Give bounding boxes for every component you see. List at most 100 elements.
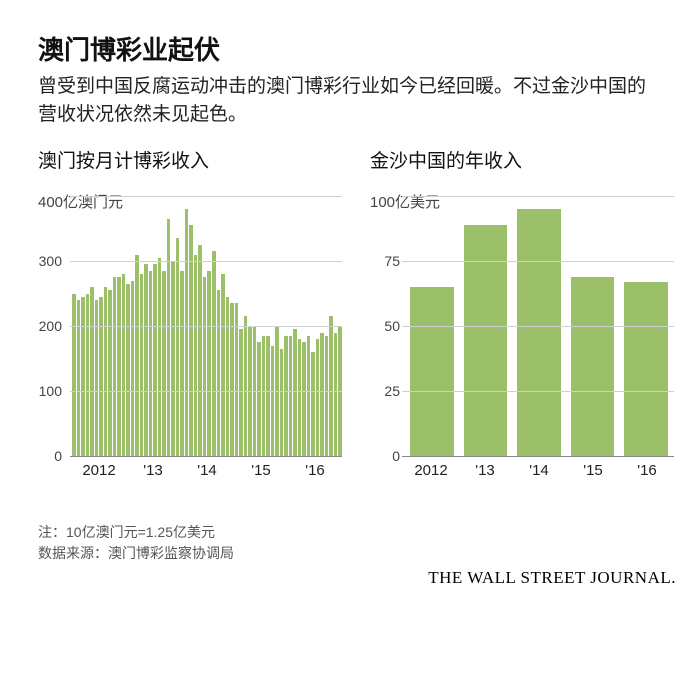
annual-revenue-panel: 金沙中国的年收入 100亿美元 2012'13'14'15'16 0255075 (370, 146, 674, 456)
bar (167, 219, 171, 456)
bar (207, 271, 211, 456)
bar (149, 271, 153, 456)
grid-line (70, 261, 342, 262)
chart-card: 澳门博彩业起伏 曾受到中国反腐运动冲击的澳门博彩行业如今已经回暖。不过金沙中国的… (12, 12, 688, 572)
bar (517, 209, 561, 456)
y-tick-label: 25 (370, 383, 400, 399)
bar (571, 277, 615, 456)
x-tick-label: '13 (126, 462, 180, 479)
bar (95, 300, 99, 456)
bar (104, 287, 108, 456)
bar (180, 271, 184, 456)
grid-line (70, 326, 342, 327)
grid-line (402, 326, 674, 327)
x-tick-label: 2012 (72, 462, 126, 479)
bar (311, 352, 315, 456)
right-x-axis: 2012'13'14'15'16 (404, 456, 674, 479)
x-tick-label: '15 (566, 462, 620, 479)
bar (126, 284, 130, 456)
grid-line (402, 391, 674, 392)
bar (262, 336, 266, 456)
charts-row: 澳门按月计博彩收入 400亿澳门元 2012'13'14'15'16 01002… (12, 146, 688, 456)
left-plot-area: 2012'13'14'15'16 0100200300 (38, 196, 342, 456)
bar (464, 225, 508, 456)
bar (113, 277, 117, 456)
footnote-source: 数据来源：澳门博彩监察协调局 (38, 543, 234, 564)
bar (171, 261, 175, 456)
x-tick-label: '14 (512, 462, 566, 479)
bar (72, 294, 76, 457)
bar (320, 333, 324, 457)
bar (90, 287, 94, 456)
bar (239, 329, 243, 456)
x-tick-label: 2012 (404, 462, 458, 479)
bar (226, 297, 230, 456)
bar (135, 255, 139, 457)
bar (117, 277, 121, 456)
bar (271, 346, 275, 457)
grid-line (402, 261, 674, 262)
bar (198, 245, 202, 456)
bar (257, 342, 261, 456)
grid-line (70, 196, 342, 197)
y-tick-label: 50 (370, 318, 400, 334)
bar (293, 329, 297, 456)
y-tick-label: 200 (32, 318, 62, 334)
bar (284, 336, 288, 456)
monthly-revenue-panel: 澳门按月计博彩收入 400亿澳门元 2012'13'14'15'16 01002… (38, 146, 342, 456)
y-tick-label: 100 (32, 383, 62, 399)
grid-line (70, 391, 342, 392)
bar (289, 336, 293, 456)
bar (144, 264, 148, 456)
bar (77, 300, 81, 456)
bar (194, 255, 198, 457)
left-x-axis: 2012'13'14'15'16 (72, 456, 342, 479)
figure-frame: 澳门博彩业起伏 曾受到中国反腐运动冲击的澳门博彩行业如今已经回暖。不过金沙中国的… (0, 0, 700, 700)
bar (244, 316, 248, 456)
y-tick-label: 300 (32, 253, 62, 269)
bar (189, 225, 193, 456)
bar (176, 238, 180, 456)
bar (624, 282, 668, 456)
bar (162, 271, 166, 456)
bar (266, 336, 270, 456)
bar (280, 349, 284, 456)
bar (158, 258, 162, 456)
bar (140, 274, 144, 456)
x-tick-label: '16 (288, 462, 342, 479)
bar (325, 336, 329, 456)
left-chart-title: 澳门按月计博彩收入 (38, 146, 342, 173)
bar (217, 290, 221, 456)
bar (86, 294, 90, 457)
right-plot-area: 2012'13'14'15'16 0255075 (370, 196, 674, 456)
y-tick-label: 75 (370, 253, 400, 269)
y-tick-label: 0 (370, 448, 400, 464)
bar (302, 342, 306, 456)
bar (221, 274, 225, 456)
grid-line (70, 456, 342, 457)
bar (122, 274, 126, 456)
bar (185, 209, 189, 456)
footnote-conversion: 注：10亿澳门元=1.25亿美元 (38, 522, 234, 543)
bar (81, 297, 85, 456)
grid-line (402, 196, 674, 197)
wsj-credit: THE WALL STREET JOURNAL. (428, 568, 676, 588)
x-tick-label: '13 (458, 462, 512, 479)
right-chart-title: 金沙中国的年收入 (370, 146, 674, 173)
bar (99, 297, 103, 456)
bar (307, 336, 311, 456)
footnotes: 注：10亿澳门元=1.25亿美元 数据来源：澳门博彩监察协调局 (38, 522, 234, 564)
y-tick-label: 0 (32, 448, 62, 464)
main-title: 澳门博彩业起伏 (38, 30, 688, 67)
bar (153, 264, 157, 456)
x-tick-label: '14 (180, 462, 234, 479)
bar (108, 290, 112, 456)
bar (316, 339, 320, 456)
x-tick-label: '16 (620, 462, 674, 479)
bar (334, 333, 338, 457)
subtitle-text: 曾受到中国反腐运动冲击的澳门博彩行业如今已经回暖。不过金沙中国的营收状况依然未见… (38, 73, 662, 128)
x-tick-label: '15 (234, 462, 288, 479)
bar (203, 277, 207, 456)
bar (329, 316, 333, 456)
bar (131, 281, 135, 457)
